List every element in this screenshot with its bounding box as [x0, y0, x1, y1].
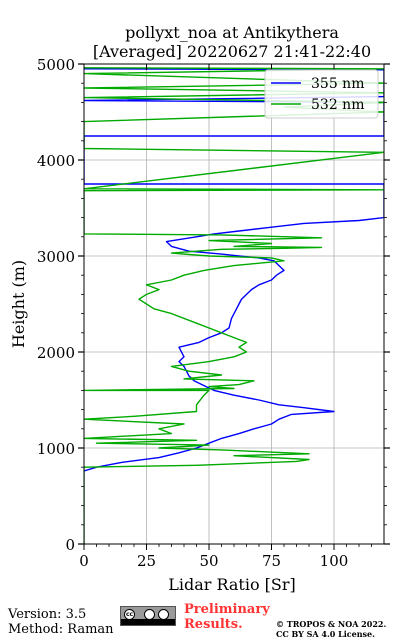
- y-axis-label: Height (m): [9, 260, 28, 348]
- x-tick-label: 100: [320, 552, 349, 570]
- chart-title-line2: [Averaged] 20220627 21:41-22:40: [93, 42, 371, 61]
- copyright-text: © TROPOS & NOA 2022. CC BY SA 4.0 Licens…: [276, 619, 387, 639]
- y-tick-label: 4000: [37, 152, 75, 170]
- y-tick-label: 0: [65, 536, 75, 554]
- series-line-355-nm: [84, 68, 384, 472]
- legend: 355 nm 532 nm: [264, 69, 379, 119]
- y-tick-label: 3000: [37, 248, 75, 266]
- series-group: [84, 67, 384, 544]
- y-tick-label: 5000: [37, 56, 75, 74]
- method-text: Method: Raman: [8, 622, 114, 637]
- legend-label-355: 355 nm: [311, 76, 364, 92]
- x-tick-label: 50: [199, 552, 218, 570]
- legend-label-532: 532 nm: [311, 97, 364, 113]
- chart-title-line1: pollyxt_noa at Antikythera: [125, 23, 339, 42]
- cc-license-badge: cc: [120, 606, 176, 626]
- legend-box: [264, 69, 379, 119]
- lidar-ratio-chart: pollyxt_noa at Antikythera [Averaged] 20…: [9, 23, 390, 594]
- y-tick-label: 1000: [37, 440, 75, 458]
- x-axis-label: Lidar Ratio [Sr]: [168, 575, 296, 594]
- x-tick-label: 25: [137, 552, 156, 570]
- version-text: Version: 3.5: [8, 607, 87, 622]
- y-tick-label: 2000: [37, 344, 75, 362]
- series-line-532-nm: [84, 67, 384, 544]
- x-tick-label: 75: [262, 552, 281, 570]
- x-tick-label: 0: [79, 552, 89, 570]
- cc-badge-strip: [121, 619, 175, 625]
- preliminary-results-text: Preliminary Results.: [184, 602, 270, 632]
